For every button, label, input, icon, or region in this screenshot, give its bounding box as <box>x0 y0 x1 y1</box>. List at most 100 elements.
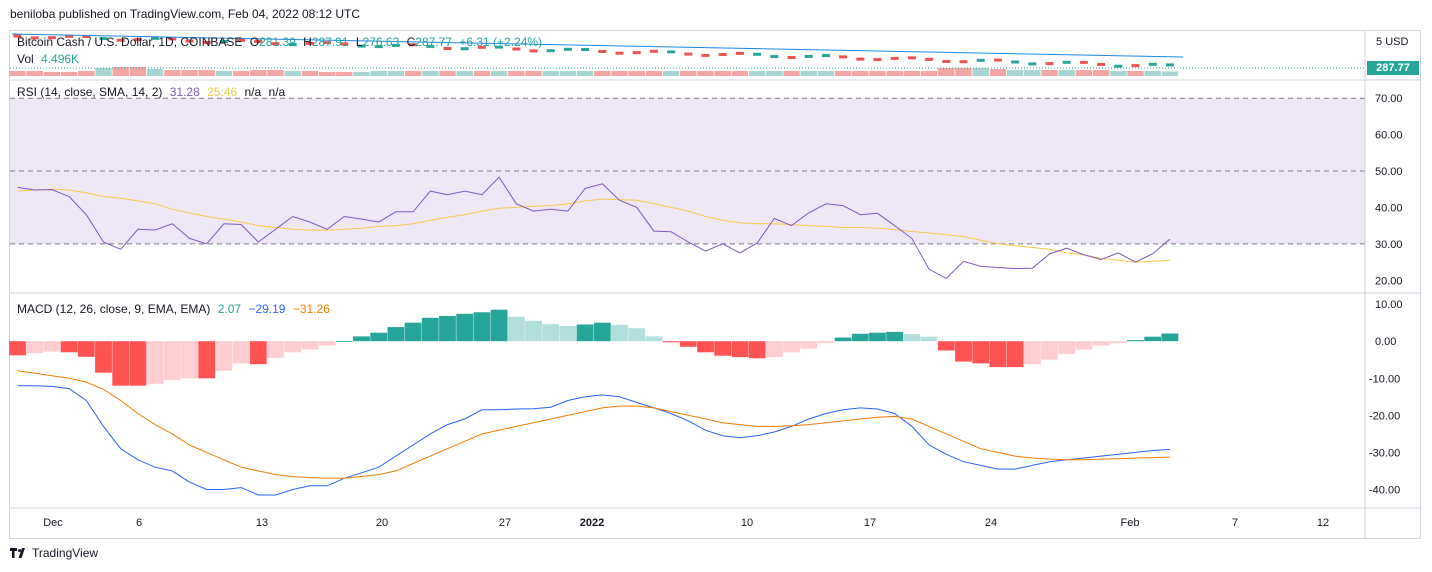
price-candle <box>804 54 813 58</box>
macd-hist-bar <box>353 336 370 342</box>
chart-frame[interactable] <box>9 30 1421 539</box>
macd-hist-bar <box>628 328 646 342</box>
macd-hist-bar <box>1161 333 1179 342</box>
volume-bar <box>662 71 680 76</box>
x-tick-label: 2022 <box>580 517 604 529</box>
macd-hist-bar <box>697 341 714 353</box>
volume-bar <box>852 71 869 76</box>
macd-hist-bar <box>1058 341 1076 355</box>
macd-hist-bar <box>60 341 78 353</box>
volume-bar <box>748 71 766 76</box>
price-candle <box>305 41 314 45</box>
volume-bar <box>95 68 112 76</box>
price-candle <box>288 43 297 47</box>
volume-bar <box>576 71 594 76</box>
volume-bar <box>938 68 955 76</box>
macd-hist-bar <box>9 341 26 356</box>
volume-bar <box>920 71 938 76</box>
price-candle <box>1028 62 1037 66</box>
macd-hist-bar <box>576 324 594 342</box>
volume-bar <box>903 71 921 76</box>
macd-hist-bar <box>783 341 800 353</box>
macd-hist-bar <box>593 322 611 342</box>
price-candle <box>890 56 899 60</box>
symbol-title[interactable]: Bitcoin Cash / U.S. Dollar, 1D, COINBASE <box>17 35 243 49</box>
macd-hist-bar <box>43 341 61 352</box>
price-candle <box>237 38 246 42</box>
price-candle <box>546 49 555 53</box>
footer-brand[interactable]: TradingView <box>10 546 98 560</box>
volume-bar <box>594 71 611 76</box>
macd-hist-bar <box>232 341 250 364</box>
price-axis-number: 5 <box>1376 36 1383 48</box>
macd-title[interactable]: MACD (12, 26, close, 9, EMA, EMA) <box>17 302 211 316</box>
volume-bar <box>731 71 749 76</box>
low-value: 276.63 <box>362 35 400 49</box>
macd-hist-bar <box>525 320 542 342</box>
volume-bar <box>490 71 508 76</box>
macd-hist-bar <box>198 341 216 379</box>
rsi-legend: RSI (14, close, SMA, 14, 2) 31.28 25.46 … <box>17 85 289 99</box>
volume-bar <box>645 71 663 76</box>
macd-hist-bar <box>800 341 818 349</box>
macd-hist-bar <box>1023 341 1041 365</box>
macd-hist-bar <box>404 322 422 342</box>
volume-bar <box>422 71 439 76</box>
volume-bar <box>783 71 800 76</box>
macd-hist-bar <box>1109 341 1127 344</box>
price-candle <box>976 58 985 62</box>
rsi-line <box>17 176 1171 280</box>
open-value: 281.39 <box>259 35 296 49</box>
macd-hist-bar <box>1075 341 1093 350</box>
price-candle <box>460 47 469 51</box>
rsi-pane: 70.00 60.00 50.00 40.00 30.00 20.00 <box>10 93 1403 287</box>
high-value: 287.91 <box>311 35 349 49</box>
volume-bar <box>1161 71 1179 76</box>
x-tick-label: 17 <box>864 517 876 529</box>
macd-hist-bar <box>1006 341 1024 368</box>
price-legend: Bitcoin Cash / U.S. Dollar, 1D, COINBASE… <box>17 35 546 49</box>
price-candle <box>942 60 951 63</box>
volume-value: 4.496K <box>41 52 80 66</box>
footer-brand-text: TradingView <box>32 546 99 560</box>
macd-hist-bar <box>834 337 852 342</box>
rsi-tick-label: 60.00 <box>1375 130 1403 142</box>
currency-label[interactable]: USD <box>1385 36 1409 48</box>
macd-hist-bar <box>662 341 680 343</box>
volume-bar <box>456 71 473 76</box>
price-candle <box>477 45 486 49</box>
macd-hist-bar <box>955 341 972 362</box>
price-candle <box>65 34 74 38</box>
x-tick-label: 7 <box>1232 517 1238 529</box>
price-candle <box>615 51 624 55</box>
price-candle <box>1097 63 1106 66</box>
rsi-title[interactable]: RSI (14, close, SMA, 14, 2) <box>17 85 163 99</box>
price-candle <box>1148 62 1157 66</box>
macd-hist-bar <box>1092 341 1110 346</box>
price-candle <box>443 47 452 50</box>
macd-hist-bar <box>903 334 921 342</box>
x-tick-label: Dec <box>43 517 63 529</box>
volume-bar <box>301 71 319 76</box>
volume-bar <box>164 70 181 76</box>
macd-hist-bar <box>937 341 955 351</box>
macd-hist-bar <box>95 341 112 373</box>
macd-hist-bar <box>765 341 783 358</box>
price-candle <box>581 48 590 51</box>
rsi-na-1: n/a <box>244 85 262 99</box>
macd-hist-bar <box>163 341 181 381</box>
macd-hist-bar <box>146 341 164 384</box>
macd-hist-bar <box>1041 341 1058 360</box>
volume-bar <box>714 71 731 76</box>
rsi-tick-label: 70.00 <box>1375 93 1403 105</box>
price-candle <box>959 60 968 64</box>
price-candle <box>340 42 349 46</box>
axes: Dec 6 13 20 27 2022 10 17 24 Feb 7 12 <box>10 31 1420 538</box>
price-candle <box>323 41 332 45</box>
macd-hist-bar <box>421 317 439 342</box>
price-candle <box>426 44 435 48</box>
macd-line <box>17 385 1170 496</box>
macd-hist-bar <box>1144 336 1162 342</box>
macd-hist-bar <box>473 312 491 342</box>
